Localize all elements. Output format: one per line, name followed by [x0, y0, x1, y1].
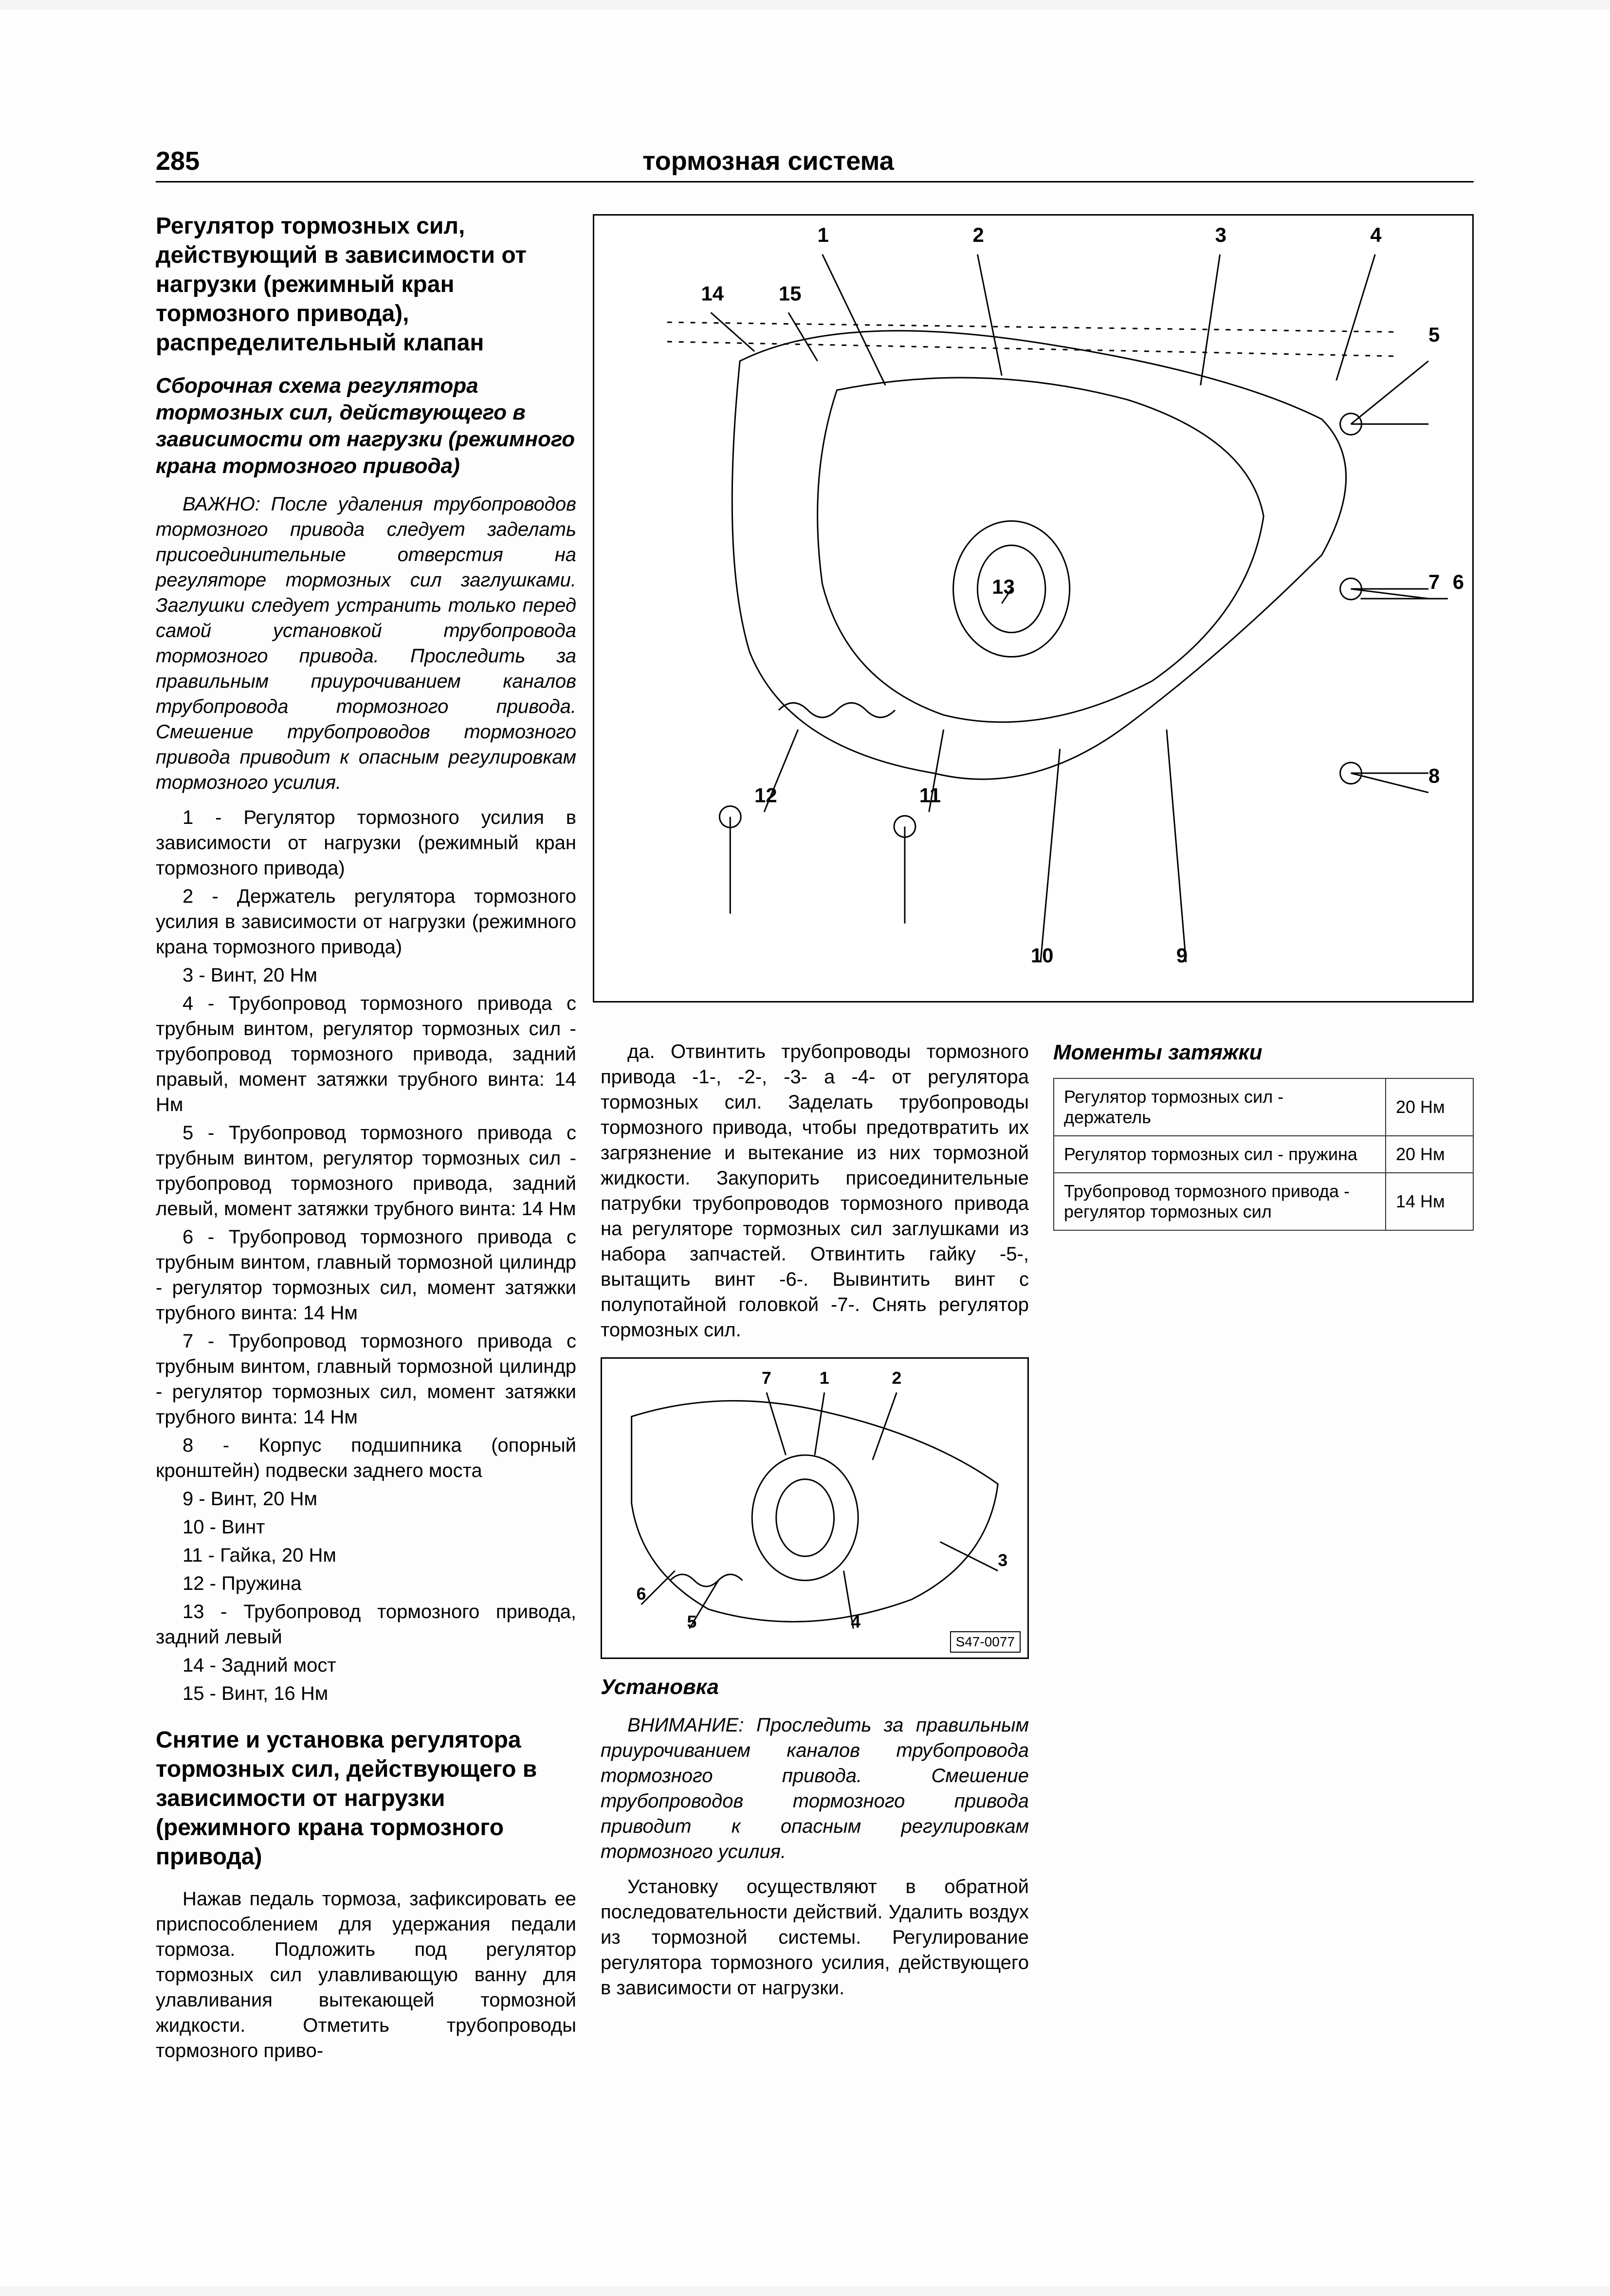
callout-label: 14	[701, 282, 724, 305]
callout-label: 11	[919, 784, 941, 807]
callout-label: 4	[851, 1612, 860, 1632]
callout-label: 5	[1428, 323, 1440, 346]
parts-list-item: 10 - Винт	[156, 1514, 576, 1540]
callout-label: 7	[1428, 570, 1440, 593]
parts-list: 1 - Регулятор тормозного усилия в зависи…	[156, 805, 576, 1706]
callout-label: 1	[820, 1368, 829, 1387]
table-cell: 14 Нм	[1386, 1173, 1473, 1230]
chapter-title: тормозная система	[642, 146, 1474, 176]
figure-code: S47-0077	[950, 1631, 1021, 1653]
callout-label: 2	[972, 223, 984, 246]
table-row: Трубопровод тормозного привода - регулят…	[1054, 1173, 1473, 1230]
install-body: Установку осуществляют в обратной послед…	[601, 1874, 1029, 2001]
parts-list-item: 2 - Держатель регулятора тормозного усил…	[156, 884, 576, 960]
parts-list-item: 5 - Трубопровод тормозного привода с тру…	[156, 1120, 576, 1221]
install-warning: ВНИМАНИЕ: Проследить за правильным приур…	[601, 1713, 1029, 1864]
section2-p2: да. Отвинтить трубопроводы тормозного пр…	[601, 1039, 1029, 1343]
callout-label: 7	[762, 1368, 771, 1387]
parts-list-item: 8 - Корпус подшипника (опорный кронштейн…	[156, 1433, 576, 1483]
parts-list-item: 1 - Регулятор тормозного усилия в зависи…	[156, 805, 576, 881]
torque-heading: Моменты затяжки	[1053, 1039, 1474, 1066]
table-cell: Регулятор тормозных сил - пружина	[1054, 1136, 1386, 1173]
callout-label: 2	[892, 1368, 901, 1387]
parts-list-item: 13 - Трубопровод тормозного привода, зад…	[156, 1599, 576, 1650]
section2-p1: Нажав педаль тормоза, зафиксировать ее п…	[156, 1886, 576, 2063]
callout-label: 10	[1031, 944, 1054, 966]
column-left: Регулятор тормозных сил, действующий в з…	[156, 212, 576, 2066]
callout-label: 3	[1215, 223, 1226, 246]
section2-title: Снятие и установка регулятора тормозных …	[156, 1726, 576, 1872]
section-title: Регулятор тормозных сил, действующий в з…	[156, 212, 576, 358]
removal-diagram: 1 2 3 4 5 6 7 S47-0077	[601, 1357, 1029, 1659]
parts-list-item: 6 - Трубопровод тормозного привода с тру…	[156, 1224, 576, 1326]
callout-label: 12	[754, 784, 777, 807]
parts-list-item: 9 - Винт, 20 Нм	[156, 1486, 576, 1512]
parts-list-item: 12 - Пружина	[156, 1571, 576, 1596]
table-cell: 20 Нм	[1386, 1078, 1473, 1136]
table-row: Регулятор тормозных сил - держатель20 Нм	[1054, 1078, 1473, 1136]
install-heading: Установка	[601, 1674, 1029, 1700]
callout-label: 4	[1370, 223, 1382, 246]
table-cell: 20 Нм	[1386, 1136, 1473, 1173]
parts-list-item: 14 - Задний мост	[156, 1653, 576, 1678]
page-number: 285	[156, 146, 642, 176]
parts-list-item: 4 - Трубопровод тормозного привода с тру…	[156, 991, 576, 1117]
callout-label: 8	[1428, 765, 1440, 787]
page-header: 285 тормозная система	[156, 146, 1474, 182]
callout-label: 6	[637, 1584, 646, 1604]
callout-label: 13	[992, 575, 1015, 598]
callout-label: 6	[1453, 570, 1464, 593]
table-cell: Регулятор тормозных сил - держатель	[1054, 1078, 1386, 1136]
parts-list-item: 7 - Трубопровод тормозного привода с тру…	[156, 1329, 576, 1430]
callout-label: 1	[818, 223, 829, 246]
table-cell: Трубопровод тормозного привода - регулят…	[1054, 1173, 1386, 1230]
callout-label: 5	[687, 1612, 697, 1632]
torque-table: Регулятор тормозных сил - держатель20 Нм…	[1053, 1078, 1474, 1231]
section-subhead: Сборочная схема регулятора тормозных сил…	[156, 372, 576, 479]
parts-list-item: 11 - Гайка, 20 Нм	[156, 1543, 576, 1568]
assembly-diagram: 123456789101112131415	[593, 214, 1474, 1002]
callout-label: 3	[998, 1550, 1007, 1570]
callout-label: 15	[779, 282, 802, 305]
page: 285 тормозная система	[0, 10, 1610, 2286]
parts-list-item: 3 - Винт, 20 Нм	[156, 963, 576, 988]
important-note: ВАЖНО: После удаления трубопроводов торм…	[156, 492, 576, 795]
callout-label: 9	[1176, 944, 1188, 966]
table-row: Регулятор тормозных сил - пружина20 Нм	[1054, 1136, 1473, 1173]
parts-list-item: 15 - Винт, 16 Нм	[156, 1681, 576, 1706]
